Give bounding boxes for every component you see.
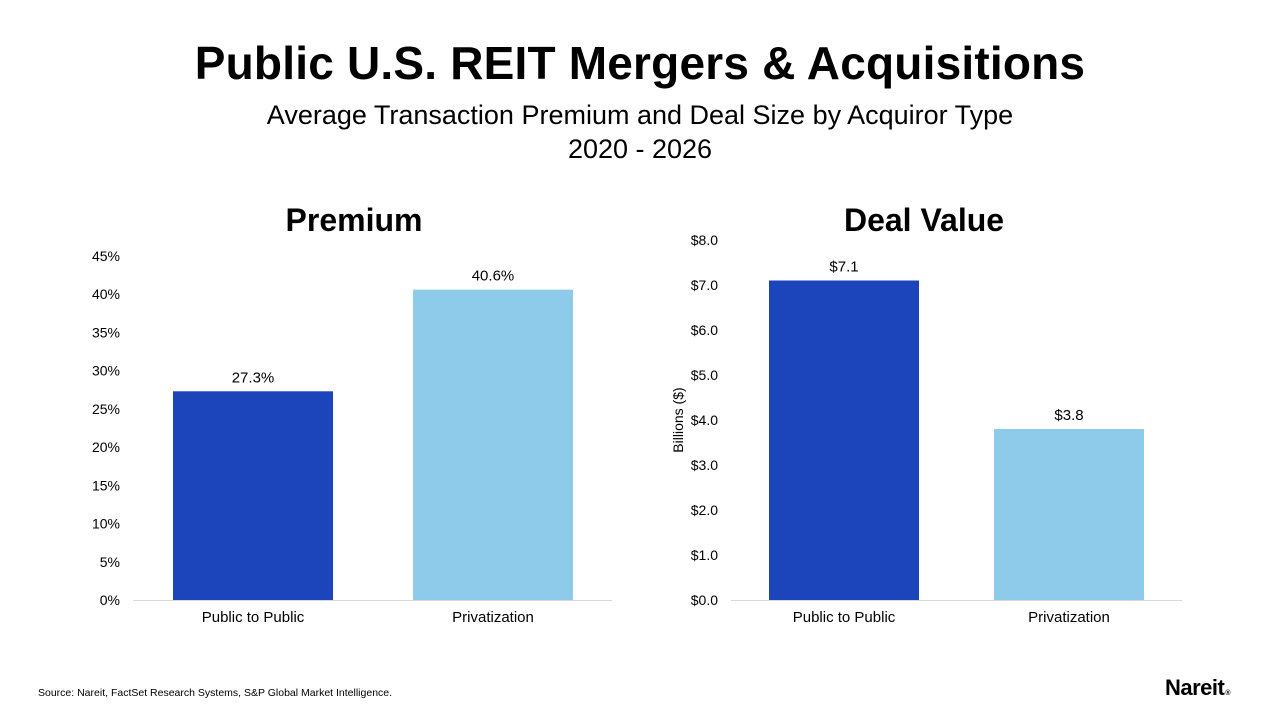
deal-value-chart-title: Deal Value xyxy=(843,202,1005,238)
y-tick-label: 30% xyxy=(92,363,120,379)
y-tick-label: $3.0 xyxy=(691,457,718,473)
deal-value-chart: $0.0 $1.0 $2.0 $3.0 $4.0 $5.0 $6.0 $7.0 $8.0 $7.1… xyxy=(670,232,1182,626)
registered-mark: ® xyxy=(1225,690,1231,697)
data-label: $3.8 xyxy=(1054,407,1083,424)
logo-text: Nareit xyxy=(1165,675,1225,700)
y-tick-label: $8.0 xyxy=(691,232,718,248)
y-axis-label: Billions ($) xyxy=(670,387,686,452)
subtitle-line-2: 2020 - 2026 xyxy=(567,134,713,164)
bar-privatization xyxy=(994,429,1144,600)
x-tick-label: Privatization xyxy=(452,609,534,626)
y-tick-label: $7.0 xyxy=(691,277,718,293)
page-title: Public U.S. REIT Mergers & Acquisitions xyxy=(194,37,1086,89)
y-tick-label: 15% xyxy=(92,477,120,493)
data-label: $7.1 xyxy=(829,259,858,276)
premium-chart-title: Premium xyxy=(285,202,423,238)
x-tick-label: Privatization xyxy=(1028,609,1110,626)
y-tick-label: $4.0 xyxy=(691,412,718,428)
subtitle-line-1: Average Transaction Premium and Deal Siz… xyxy=(266,100,1014,130)
source-note: Source: Nareit, FactSet Research Systems… xyxy=(38,687,393,699)
y-tick-label: 0% xyxy=(100,592,120,608)
y-tick-label: 20% xyxy=(92,439,120,455)
y-tick-label: 25% xyxy=(92,401,120,417)
y-tick-label: $0.0 xyxy=(691,592,718,608)
page-subtitle: Average Transaction Premium and Deal Siz… xyxy=(0,98,1280,166)
data-label: 40.6% xyxy=(472,268,515,285)
y-tick-label: $1.0 xyxy=(691,547,718,563)
nareit-logo: Nareit® xyxy=(1165,675,1230,701)
premium-chart: 0% 5% 10% 15% 20% 25% 30% 35% 40% 45% 27.3% Public … xyxy=(92,248,612,626)
y-tick-label: 45% xyxy=(92,248,120,264)
y-tick-label: $2.0 xyxy=(691,502,718,518)
y-tick-label: 5% xyxy=(100,554,120,570)
x-tick-label: Public to Public xyxy=(202,609,305,626)
data-label: 27.3% xyxy=(232,369,275,386)
bar-public-to-public xyxy=(173,391,333,600)
bar-privatization xyxy=(413,289,573,600)
bar-public-to-public xyxy=(769,280,919,600)
y-tick-label: $6.0 xyxy=(691,322,718,338)
x-tick-label: Public to Public xyxy=(793,609,896,626)
y-tick-label: $5.0 xyxy=(691,367,718,383)
y-tick-label: 40% xyxy=(92,286,120,302)
y-tick-label: 35% xyxy=(92,324,120,340)
y-tick-label: 10% xyxy=(92,516,120,532)
